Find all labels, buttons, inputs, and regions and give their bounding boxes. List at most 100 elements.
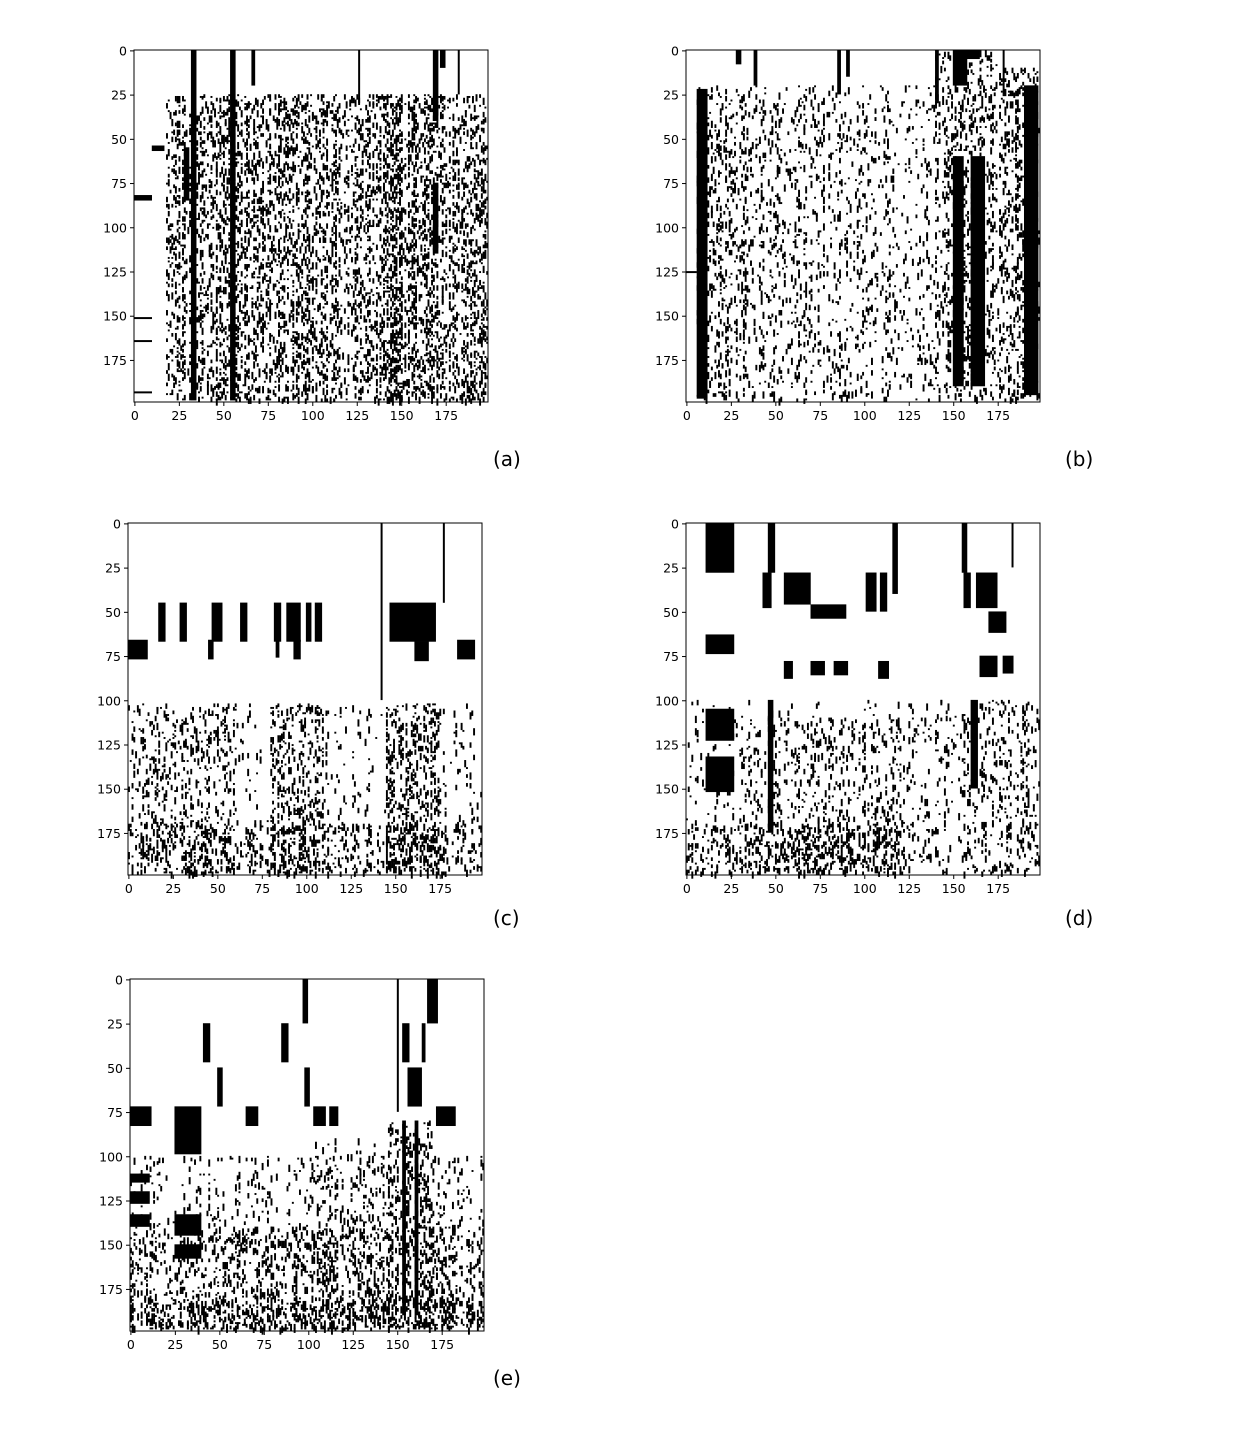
heatmap-cell <box>407 147 410 150</box>
heatmap-cell <box>452 242 455 245</box>
heatmap-cell <box>256 287 259 293</box>
heatmap-cell <box>471 380 474 388</box>
heatmap-cell <box>237 241 240 245</box>
heatmap-cell <box>367 348 369 357</box>
heatmap-cell <box>390 379 393 383</box>
heatmap-cell <box>212 141 215 148</box>
heatmap-cell <box>452 189 455 192</box>
heatmap-cell <box>400 285 403 293</box>
heatmap-cell <box>808 331 811 339</box>
heatmap-cell <box>333 143 336 150</box>
heatmap-cell <box>224 147 227 150</box>
heatmap-cell <box>384 118 387 123</box>
heatmap-cell <box>475 94 478 102</box>
heatmap-cell <box>368 267 371 275</box>
heatmap-cell <box>872 157 875 164</box>
heatmap-cell <box>862 371 865 376</box>
heatmap-cell <box>215 244 218 251</box>
heatmap-cell <box>922 384 925 392</box>
heatmap-cell <box>219 276 222 282</box>
heatmap-cell <box>760 297 763 305</box>
heatmap-cell <box>205 184 208 192</box>
heatmap-cell <box>455 103 458 107</box>
heatmap-cell <box>698 242 701 249</box>
heatmap-cell <box>457 159 460 166</box>
heatmap-cell <box>817 304 820 312</box>
heatmap-cell <box>279 352 282 355</box>
heatmap-cell <box>395 138 398 144</box>
heatmap-cell <box>249 103 252 105</box>
heatmap-cell <box>397 313 400 316</box>
heatmap-cell <box>283 341 286 346</box>
heatmap-cell <box>212 251 215 256</box>
heatmap-cell <box>219 318 222 325</box>
heatmap-cell <box>338 354 341 360</box>
heatmap-cell <box>215 306 218 314</box>
heatmap-cell <box>338 366 341 373</box>
heatmap-cell <box>256 325 259 328</box>
heatmap-cell <box>347 170 350 174</box>
heatmap-cell <box>183 180 186 187</box>
heatmap-cell <box>431 214 434 220</box>
heatmap-cell <box>388 196 391 201</box>
heatmap-cell <box>461 396 464 404</box>
heatmap-cell <box>183 368 186 371</box>
heatmap-cell <box>395 152 398 157</box>
heatmap-cell <box>203 200 206 206</box>
heatmap-cell <box>367 221 369 224</box>
heatmap-cell <box>274 380 277 383</box>
heatmap-cell <box>320 327 323 335</box>
heatmap-cell <box>425 318 428 325</box>
heatmap-cell <box>203 95 206 98</box>
heatmap-cell <box>206 350 209 357</box>
heatmap-cell <box>438 150 441 159</box>
heatmap-cell <box>372 207 375 213</box>
heatmap-cell <box>317 274 320 277</box>
heatmap-cell <box>402 357 405 360</box>
heatmap-cell <box>391 129 394 137</box>
heatmap-cell <box>773 359 776 366</box>
heatmap-cell <box>792 255 795 263</box>
heatmap-cell <box>215 219 218 222</box>
heatmap-cell <box>276 340 279 344</box>
heatmap-cell <box>393 272 396 277</box>
heatmap-cell <box>391 235 394 242</box>
heatmap-cell <box>281 170 284 178</box>
heatmap-cell <box>887 210 889 215</box>
heatmap-cell <box>235 285 238 291</box>
heatmap-cell <box>278 377 281 383</box>
heatmap-cell <box>379 322 382 328</box>
heatmap-cell <box>295 331 298 335</box>
heatmap-cell <box>466 389 469 394</box>
heatmap-cell <box>769 198 772 206</box>
heatmap-cell <box>867 297 870 302</box>
heatmap-cell <box>423 138 426 143</box>
heatmap-cell <box>431 108 434 113</box>
x-tick-label: 25 <box>171 408 187 423</box>
heatmap-cell <box>760 166 763 173</box>
heatmap-cell <box>466 394 469 399</box>
heatmap-cell <box>425 278 428 284</box>
heatmap-cell <box>468 361 471 366</box>
heatmap-cell <box>256 214 259 219</box>
heatmap-cell <box>840 141 843 150</box>
heatmap-cell <box>238 210 241 215</box>
heatmap-cell <box>297 356 300 358</box>
heatmap-cell <box>926 173 929 176</box>
heatmap-cell <box>391 191 394 199</box>
heatmap-cell <box>790 274 793 282</box>
heatmap-cell <box>407 317 410 323</box>
heatmap-cell <box>391 260 394 263</box>
heatmap-cell <box>808 175 811 178</box>
heatmap-cell <box>425 331 428 339</box>
heatmap-cell <box>286 145 289 151</box>
heatmap-cell <box>423 380 426 383</box>
heatmap-cell <box>292 334 295 339</box>
heatmap-cell <box>166 237 168 243</box>
heatmap-cell <box>354 99 357 107</box>
heatmap-cell <box>192 214 195 220</box>
heatmap-cell <box>192 180 195 187</box>
heatmap-cell <box>230 141 232 146</box>
heatmap-cell <box>333 198 336 201</box>
heatmap-cell <box>173 195 176 201</box>
